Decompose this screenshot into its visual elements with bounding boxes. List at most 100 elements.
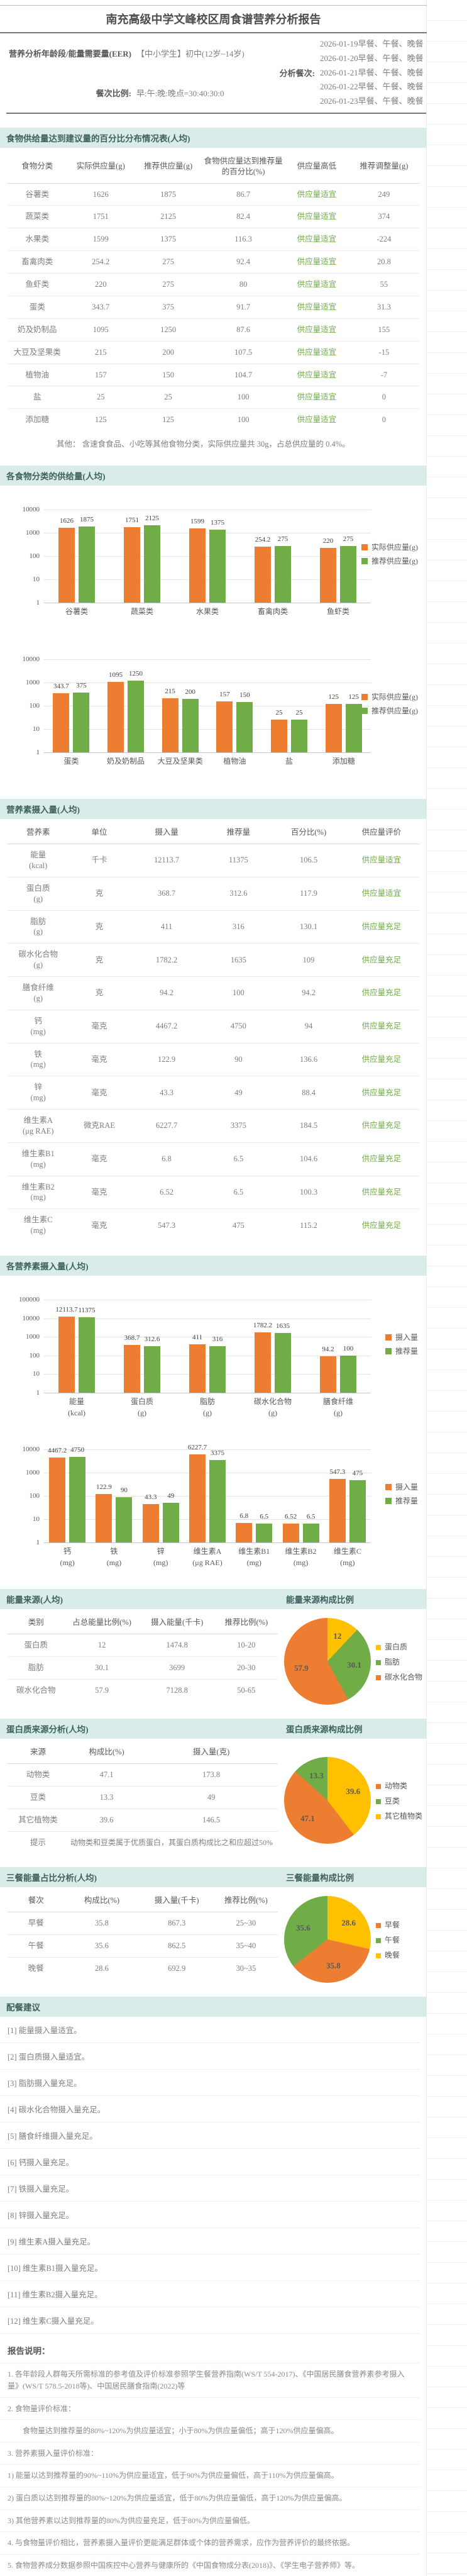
report-note-item: 1. 各年龄段人群每天所需标准的参考值及评价标准参照学生餐营养指南(WS/T 5… <box>0 2363 420 2397</box>
table-cell: 10-20 <box>214 1634 278 1657</box>
bar-value-label: 275 <box>277 535 288 543</box>
table-row: 脂肪 (g) 克 411 316 130.1 供应量充足 <box>8 910 419 944</box>
column-header: 摄入量 <box>129 822 204 845</box>
table-cell: 35~40 <box>214 1934 278 1958</box>
table-row: 鱼虾类 220 275 80 供应量适宜 55 <box>8 273 419 296</box>
chart-plot-area: 1 10 100 1000 10000 343.7 1095 215 157 25 125 375 12… <box>23 655 371 756</box>
legend-entry: 晚餐 <box>376 1949 400 1960</box>
bar-value-label: 1626 <box>60 517 74 525</box>
x-axis-label: 能量 (kcal) <box>68 1397 85 1417</box>
table-cell: 25 <box>134 386 202 410</box>
column-header: 构成比(%) <box>64 1890 140 1913</box>
table-cell: 12113.7 <box>129 844 204 878</box>
column-header: 食物分类 <box>8 150 67 184</box>
spreadsheet-margin-grid <box>426 0 467 2576</box>
bar-value-label: 43.3 <box>145 1493 157 1502</box>
bar-value-label: 6.5 <box>306 1512 316 1520</box>
bar-value-label: 475 <box>352 1469 363 1477</box>
pie-slice-label: 35.6 <box>295 1922 310 1932</box>
bar-value-label: 125 <box>328 693 339 701</box>
bar-value-label: 12113.7 <box>55 1306 78 1314</box>
pie-slice-label: 12 <box>333 1631 342 1641</box>
table-cell: 316 <box>203 910 274 944</box>
table-cell: 125 <box>94 415 107 425</box>
bar-推荐量 <box>256 1523 273 1542</box>
table-cell: -15 <box>348 341 419 364</box>
column-header: 单位 <box>69 822 130 845</box>
table-cell: 28.6 <box>95 1964 109 1973</box>
table-row: 蛋白质 (g) 克 368.7 312.6 117.9 供应量适宜 <box>8 877 419 911</box>
table-cell: 80 <box>202 273 285 296</box>
table-cell: 11375 <box>203 844 274 878</box>
bar-value-label: 6.8 <box>239 1512 249 1520</box>
table-cell: 供应量适宜 <box>284 318 349 342</box>
section-food-table-title: 食物供给量达到建议量的百分比分布情况表(人均) <box>0 127 427 148</box>
meal-energy-pie: 28.6 35.8 35.6 早餐 午餐 晚餐 <box>284 1896 400 1983</box>
bar-value-label: 4750 <box>70 1446 85 1454</box>
table-row: 维生素C (mg) 毫克 547.3 475 115.2 供应量充足 <box>8 1209 419 1242</box>
bar-实际供应量(g) <box>124 527 140 603</box>
table-cell: 122.9 <box>129 1043 204 1077</box>
bar-value-label: 150 <box>239 691 250 699</box>
advice-item: [7] 铁摄入量充足。 <box>0 2175 420 2202</box>
legend-swatch-icon <box>361 708 368 715</box>
bar-value-label: 1875 <box>80 516 94 524</box>
advice-item: [8] 锌摄入量充足。 <box>0 2202 420 2229</box>
legend-entry: 其它植物类 <box>376 1810 422 1821</box>
table-cell: 动物类 <box>8 1763 69 1787</box>
bar-value-label: 275 <box>343 535 354 543</box>
nutrient-intake-table: 营养素 单位 摄入量 推荐量 百分比(%) 供应量评价 能量 (kcal) 千卡 12113.7 1… <box>8 822 419 1242</box>
bar-value-label: 1782.2 <box>253 1321 273 1329</box>
x-axis-label: 水果类 <box>195 607 219 616</box>
table-cell: 供应量充足 <box>343 1076 419 1110</box>
pie-chart: 28.6 35.8 35.6 <box>284 1896 371 1983</box>
table-cell: 其它植物类 <box>8 1809 69 1832</box>
table-cell: 90 <box>203 1043 274 1077</box>
column-header: 餐次 <box>8 1890 65 1913</box>
y-axis-tick: 10000 <box>22 506 40 514</box>
legend-swatch-icon <box>376 1659 381 1665</box>
x-axis-label: 大豆及坚果类 <box>157 757 203 766</box>
table-cell: 锌 (mg) <box>8 1076 69 1110</box>
table-cell: 109 <box>273 943 344 977</box>
report-note-item: 食物量达到推荐量的80%~120%为供应量适宜；小于80%为供应量偏低；高于12… <box>0 2419 420 2442</box>
advice-item: [12] 维生素C摄入量充足。 <box>0 2307 420 2334</box>
table-cell: 86.7 <box>202 183 285 206</box>
report-note-item: 1) 能量以达到推荐量的90%~110%为供应量适宜，低于90%为供应量偏低，高… <box>0 2464 420 2487</box>
energy-source-pie: 12 30.1 57.9 蛋白质 脂肪 碳水化合物 <box>284 1618 422 1705</box>
table-cell: 200 <box>134 341 202 364</box>
y-axis-tick: 1000 <box>26 1469 40 1476</box>
table-cell: 375 <box>134 296 202 319</box>
meal-energy-block: 餐次 构成比(%) 摄入量(千卡) 推荐比例(%) 早餐 35.8 867.3 25~30 午餐… <box>0 1887 427 1983</box>
bar-value-label: 1751 <box>125 516 139 525</box>
table-cell: 畜禽肉类 <box>8 250 67 274</box>
chart-legend: 摄入量 推荐量 <box>385 1329 418 1359</box>
report-content: 南充高级中学文峰校区周食谱营养分析报告 营养分析年龄段/能量需要量(EER) 【… <box>0 5 427 2576</box>
bar-推荐供应量(g) <box>291 720 307 753</box>
legend-entry: 摄入量 <box>385 1332 418 1342</box>
table-cell: 184.5 <box>273 1109 344 1143</box>
table-cell: 35.8 <box>64 1912 140 1936</box>
table-cell: 鱼虾类 <box>8 273 67 296</box>
table-cell: 毫克 <box>69 1142 130 1176</box>
bar-value-label: 6.5 <box>260 1512 269 1520</box>
chart-legend: 实际供应量(g) 推荐供应量(g) <box>361 538 418 569</box>
bar-摄入量 <box>49 1457 66 1542</box>
table-cell: 6.52 <box>129 1176 204 1210</box>
table-cell: 25 <box>67 386 135 410</box>
table-cell: 克 <box>69 910 130 944</box>
meal-date-line: 2026-01-23早餐、午餐、晚餐 <box>319 96 424 106</box>
bar-摄入量 <box>329 1478 346 1542</box>
table-cell: 374 <box>348 205 419 229</box>
table-cell: 20.8 <box>348 250 419 274</box>
table-cell: 215 <box>67 341 135 364</box>
table-cell: 供应量适宜 <box>284 341 349 364</box>
energy-source-title: 能量来源(人均) <box>6 1595 63 1605</box>
table-cell: 供应量适宜 <box>343 877 419 911</box>
table-cell: 脂肪 (g) <box>8 910 69 944</box>
bar-推荐量 <box>162 1503 179 1542</box>
bar-value-label: 1095 <box>109 671 123 679</box>
bar-value-label: 94.2 <box>322 1345 334 1353</box>
table-cell: 104.7 <box>202 364 285 387</box>
table-cell: 30.1 <box>64 1656 140 1680</box>
